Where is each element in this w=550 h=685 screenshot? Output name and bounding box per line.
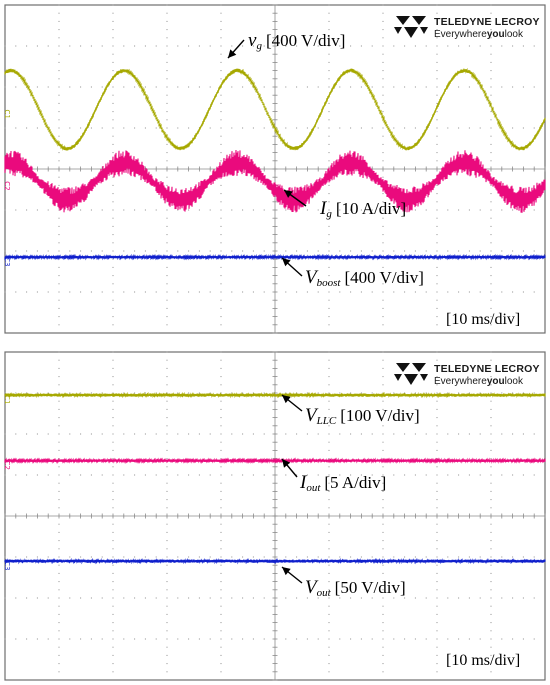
- brand-logo: TELEDYNE LECROY Everywhereyoulook: [394, 359, 544, 389]
- channel-marker-vllc: C1: [3, 395, 11, 404]
- trace-ig: [4, 149, 546, 213]
- label-vout: Vout [50 V/div]: [305, 577, 406, 599]
- timebase-label-bottom: [10 ms/div]: [446, 652, 521, 669]
- scope-screen-bottom: C1 C2 C3: [3, 351, 546, 681]
- arrow-vout: [281, 566, 303, 584]
- scope-panel-top: C1 C2 C3 TELEDYNE LECROY Everywhereyoulook…: [0, 0, 550, 338]
- trace-iout: [4, 457, 546, 465]
- label-vboost: Vboost [400 V/div]: [305, 267, 424, 289]
- axis-ticks: [4, 351, 546, 681]
- trace-vg: [4, 67, 546, 151]
- arrow-vboost: [281, 257, 303, 277]
- trace-vout: [4, 557, 546, 565]
- brand-tagline: Everywhereyoulook: [434, 29, 523, 40]
- trace-vllc: [4, 391, 546, 399]
- channel-marker-vout: C3: [3, 561, 11, 570]
- label-vg: vg [400 V/div]: [248, 30, 346, 52]
- lecroy-mark-icon: [394, 16, 428, 38]
- arrow-iout: [281, 458, 298, 478]
- scope-screen-top: C1 C2 C3: [3, 4, 546, 334]
- label-ig: Ig [10 A/div]: [320, 198, 407, 220]
- label-iout: Iout [5 A/div]: [300, 472, 387, 494]
- brand-tagline: Everywhereyoulook: [434, 376, 523, 387]
- arrow-ig: [283, 189, 307, 207]
- channel-marker-iout: C2: [3, 461, 11, 470]
- arrow-vg: [227, 39, 245, 59]
- brand-name: TELEDYNE LECROY: [434, 363, 540, 375]
- channel-marker-ig: C2: [3, 181, 11, 190]
- trace-vboost: [4, 253, 546, 261]
- brand-name: TELEDYNE LECROY: [434, 16, 540, 28]
- channel-marker-vg: C1: [3, 110, 11, 119]
- scope-panel-bottom: C1 C2 C3 TELEDYNE LECROY Everywhereyoulook…: [0, 347, 550, 685]
- brand-logo: TELEDYNE LECROY Everywhereyoulook: [394, 12, 544, 42]
- timebase-label-top: [10 ms/div]: [446, 311, 521, 328]
- label-vllc: VLLC [100 V/div]: [305, 405, 420, 427]
- arrow-vllc: [281, 394, 303, 412]
- channel-marker-vboost: C3: [3, 257, 11, 266]
- lecroy-mark-icon: [394, 363, 428, 385]
